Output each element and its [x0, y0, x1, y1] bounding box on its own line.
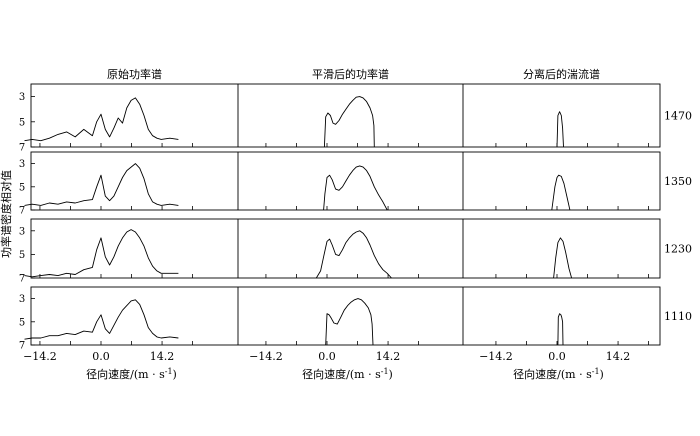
y-tick-label: 5: [19, 117, 25, 128]
column-title-turb: 分离后的湍流谱: [523, 67, 600, 81]
x-tick-label: 14.2: [606, 350, 631, 363]
series-raw-row-2: [24, 163, 179, 206]
x-tick-label: −14.2: [23, 350, 57, 363]
series-raw-row-1: [24, 97, 179, 142]
row-label: 1230 m: [664, 243, 700, 256]
y-tick-label: 7: [19, 274, 25, 285]
x-axis-title: 径向速度/(m · s-1): [513, 367, 604, 381]
y-tick-label: 3: [19, 159, 25, 170]
row-label: 1350 m: [664, 175, 700, 188]
y-tick-label: 7: [19, 341, 25, 352]
series-turb-row-2: [551, 174, 571, 211]
x-tick-label: 0.0: [92, 350, 110, 363]
series-turb-row-4: [557, 313, 564, 346]
y-tick-label: 7: [19, 206, 25, 217]
row-label: 1110 m: [664, 310, 700, 323]
x-tick-label: −14.2: [249, 350, 283, 363]
series-turb-row-3: [553, 237, 573, 279]
series-turb-row-1: [556, 111, 564, 148]
column-title-smooth: 平滑后的功率谱: [312, 67, 389, 81]
panel-frame-row-2: [30, 151, 661, 211]
panel-frame-row-4: [30, 286, 661, 346]
x-axis-title-close: ): [173, 368, 177, 381]
y-tick-label: 5: [19, 317, 25, 328]
x-tick-label: 0.0: [318, 350, 336, 363]
x-tick-label: 14.2: [150, 350, 175, 363]
x-axis-title-exponent: -1: [165, 367, 173, 376]
panel-frame-row-3: [30, 218, 661, 279]
y-tick-label: 3: [19, 226, 25, 237]
x-axis-title-close: ): [600, 368, 604, 381]
series-raw-row-4: [24, 299, 179, 340]
y-tick-label: 7: [19, 143, 25, 154]
y-tick-label: 5: [19, 182, 25, 193]
y-tick-label: 3: [19, 92, 25, 103]
x-axis-title-exponent: -1: [592, 367, 600, 376]
series-smooth-row-2: [323, 165, 388, 211]
series-smooth-row-4: [325, 298, 374, 346]
x-axis-title-text: 径向速度/(m · s: [302, 367, 381, 381]
x-axis-title-text: 径向速度/(m · s: [86, 367, 165, 381]
row-label: 1470 m: [664, 110, 700, 123]
x-tick-label: −14.2: [479, 350, 513, 363]
y-tick-label: 3: [19, 294, 25, 305]
x-tick-label: 0.0: [548, 350, 566, 363]
x-axis-title: 径向速度/(m · s-1): [86, 367, 177, 381]
series-smooth-row-1: [323, 96, 375, 148]
x-tick-label: 14.2: [376, 350, 401, 363]
y-tick-label: 5: [19, 250, 25, 261]
series-raw-row-3: [24, 229, 179, 278]
column-title-raw: 原始功率谱: [107, 67, 162, 81]
x-axis-title-close: ): [389, 368, 393, 381]
x-axis-title-exponent: -1: [381, 367, 389, 376]
panel-frame-row-1: [30, 83, 661, 148]
series-smooth-row-3: [315, 230, 392, 279]
x-axis-title: 径向速度/(m · s-1): [302, 367, 393, 381]
y-axis-title: 功率谱密度相对值: [0, 170, 13, 258]
x-axis-title-text: 径向速度/(m · s: [513, 367, 592, 381]
